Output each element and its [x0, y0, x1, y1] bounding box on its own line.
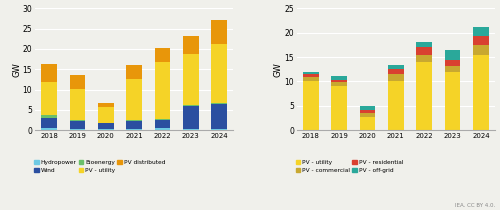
Bar	[212, 44, 227, 103]
Bar	[70, 121, 86, 129]
Bar	[388, 65, 404, 69]
Y-axis label: GW: GW	[12, 62, 21, 77]
Bar	[98, 103, 114, 108]
Bar	[70, 75, 86, 89]
Bar	[332, 83, 347, 86]
Bar	[360, 113, 376, 117]
Bar	[126, 120, 142, 121]
Bar	[303, 74, 318, 77]
Bar	[183, 105, 198, 106]
Bar	[360, 106, 376, 110]
Bar	[212, 104, 227, 129]
Bar	[303, 77, 318, 81]
Bar	[154, 62, 170, 119]
Bar	[473, 55, 488, 130]
Bar	[70, 89, 86, 120]
Bar	[332, 80, 347, 83]
Bar	[42, 128, 57, 130]
Y-axis label: GW: GW	[274, 62, 283, 77]
Bar	[416, 42, 432, 47]
Bar	[126, 79, 142, 120]
Legend: Hydropower, Wind, Bioenergy, PV - utility, PV distributed: Hydropower, Wind, Bioenergy, PV - utilit…	[34, 160, 166, 173]
Bar	[444, 50, 460, 60]
Bar	[183, 36, 198, 54]
Bar	[388, 81, 404, 130]
Bar	[212, 103, 227, 104]
Bar	[360, 117, 376, 130]
Bar	[444, 72, 460, 130]
Bar	[416, 62, 432, 130]
Bar	[388, 69, 404, 74]
Bar	[183, 106, 198, 129]
Bar	[183, 54, 198, 105]
Bar	[126, 65, 142, 79]
Bar	[473, 45, 488, 55]
Bar	[98, 123, 114, 129]
Bar	[154, 119, 170, 120]
Bar	[416, 47, 432, 55]
Bar	[154, 120, 170, 128]
Bar	[70, 120, 86, 121]
Bar	[416, 55, 432, 62]
Bar	[444, 66, 460, 72]
Bar	[42, 115, 57, 118]
Legend: PV - utility, PV - commercial, PV - residential, PV - off-grid: PV - utility, PV - commercial, PV - resi…	[296, 160, 404, 173]
Bar	[212, 129, 227, 130]
Bar	[303, 81, 318, 130]
Bar	[332, 86, 347, 130]
Bar	[388, 74, 404, 81]
Bar	[70, 129, 86, 130]
Bar	[473, 27, 488, 36]
Bar	[42, 118, 57, 128]
Bar	[98, 129, 114, 130]
Bar	[154, 128, 170, 130]
Bar	[212, 20, 227, 44]
Bar	[444, 60, 460, 66]
Bar	[126, 129, 142, 130]
Bar	[126, 121, 142, 129]
Bar	[360, 110, 376, 113]
Bar	[98, 108, 114, 123]
Bar	[332, 76, 347, 80]
Bar	[42, 82, 57, 115]
Bar	[154, 48, 170, 62]
Bar	[183, 129, 198, 130]
Bar	[303, 72, 318, 74]
Text: IEA. CC BY 4.0.: IEA. CC BY 4.0.	[455, 203, 495, 208]
Bar	[42, 64, 57, 82]
Bar	[473, 36, 488, 45]
